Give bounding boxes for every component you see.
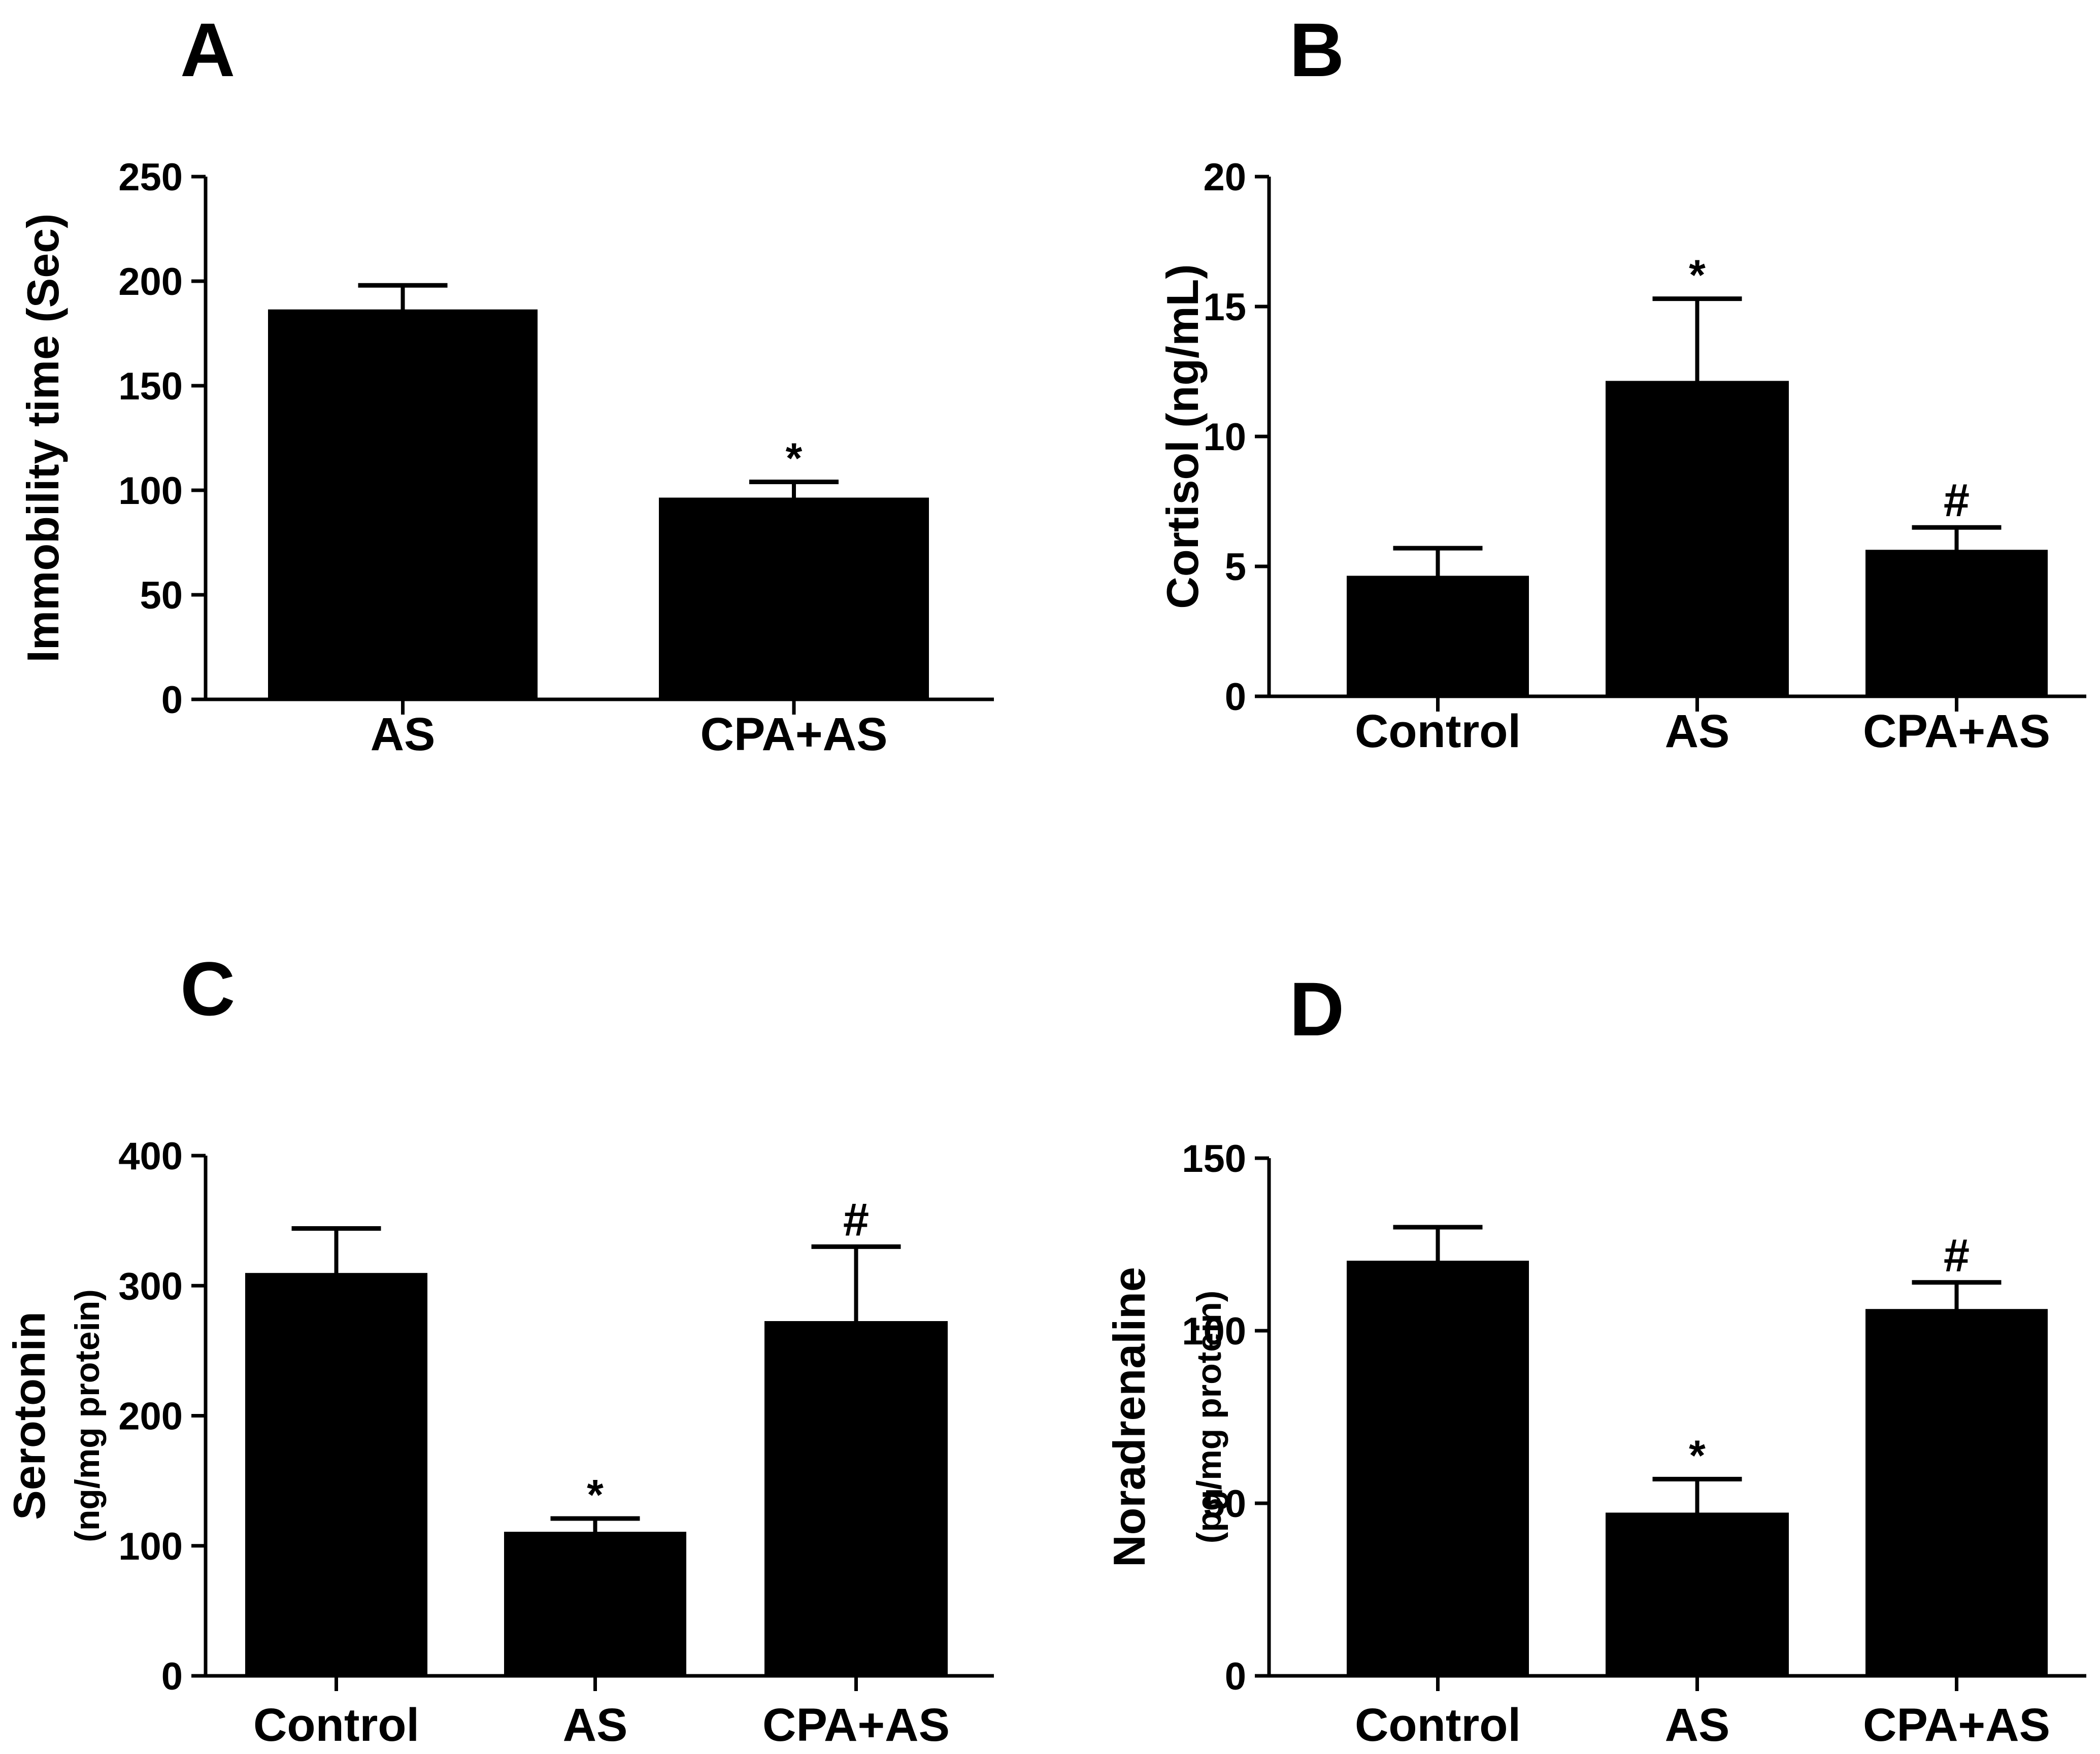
bar-as — [1606, 381, 1789, 697]
significance-marker: # — [1944, 475, 1970, 526]
category-label: AS — [563, 1699, 628, 1751]
bar-cpa+as — [1865, 1309, 2048, 1677]
y-axis-label: Noradrenaline — [1104, 1267, 1154, 1567]
panel-a: A 0 50 100 150 200 250 Immobility time (Sec) AS C… — [18, 7, 994, 760]
bar-cpa+as — [764, 1321, 948, 1677]
y-tick-label: 200 — [118, 260, 183, 303]
panel-letter: B — [1289, 7, 1344, 92]
y-tick-label: 250 — [118, 156, 183, 199]
y-tick-label: 15 — [1203, 286, 1246, 329]
panel-b: B 0 5 10 15 20 Cortisol (ng/mL) Control AS * CPA+A… — [1157, 7, 2086, 757]
y-tick-label: 150 — [1182, 1137, 1246, 1180]
category-label: CPA+AS — [701, 709, 888, 760]
significance-marker: * — [1689, 1431, 1706, 1479]
y-tick-label: 100 — [1182, 1310, 1246, 1353]
category-label: CPA+AS — [762, 1699, 950, 1751]
panel-d: D 0 50 100 150 Noradrenaline (pg/mg protein) Co… — [1104, 966, 2086, 1751]
y-tick-label: 300 — [118, 1265, 183, 1308]
y-tick-label: 200 — [118, 1395, 183, 1438]
category-label: AS — [1665, 1699, 1730, 1751]
y-tick-label: 50 — [1203, 1482, 1246, 1526]
bar-cpa+as — [659, 497, 929, 700]
bar-as — [268, 309, 538, 700]
significance-marker: * — [587, 1471, 604, 1519]
y-axis-label: Serotonin — [4, 1311, 54, 1520]
y-axis-label: Cortisol (ng/mL) — [1157, 264, 1208, 609]
y-tick-label: 0 — [161, 679, 183, 722]
bar-control — [245, 1273, 427, 1677]
panel-letter: C — [180, 946, 235, 1031]
y-tick-label: 50 — [140, 574, 183, 617]
y-tick-label: 5 — [1225, 546, 1246, 589]
y-tick-label: 100 — [118, 469, 183, 513]
y-axis-sublabel: (pg/mg protein) — [1190, 1291, 1228, 1544]
y-tick-label: 100 — [118, 1525, 183, 1568]
bar-control — [1347, 1261, 1529, 1677]
bar-cpa+as — [1865, 550, 2048, 698]
y-axis-label: Immobility time (Sec) — [18, 213, 68, 662]
y-tick-label: 0 — [1225, 1655, 1246, 1698]
panel-letter: D — [1289, 966, 1344, 1052]
category-label: Control — [1355, 705, 1521, 757]
category-label: CPA+AS — [1863, 1699, 2050, 1751]
significance-marker: # — [1944, 1230, 1970, 1281]
y-axis-sublabel: (ng/mg protein) — [68, 1289, 107, 1542]
category-label: Control — [253, 1699, 419, 1751]
significance-marker: # — [843, 1194, 869, 1245]
panel-c: C 0 100 200 300 400 Serotonin (ng/mg protein) Co… — [4, 946, 994, 1751]
significance-marker: * — [786, 434, 803, 482]
category-label: CPA+AS — [1863, 705, 2050, 757]
category-label: AS — [371, 709, 436, 760]
y-tick-label: 20 — [1203, 156, 1246, 199]
y-tick-label: 150 — [118, 365, 183, 408]
significance-marker: * — [1689, 251, 1706, 299]
category-label: Control — [1355, 1699, 1521, 1751]
bar-as — [504, 1532, 686, 1677]
category-label: AS — [1665, 705, 1730, 757]
y-tick-label: 400 — [118, 1135, 183, 1178]
y-tick-label: 10 — [1203, 416, 1246, 459]
y-tick-label: 0 — [1225, 676, 1246, 719]
bar-as — [1606, 1512, 1789, 1677]
y-tick-label: 0 — [161, 1655, 183, 1698]
bar-control — [1347, 576, 1529, 697]
panel-letter: A — [180, 7, 235, 92]
